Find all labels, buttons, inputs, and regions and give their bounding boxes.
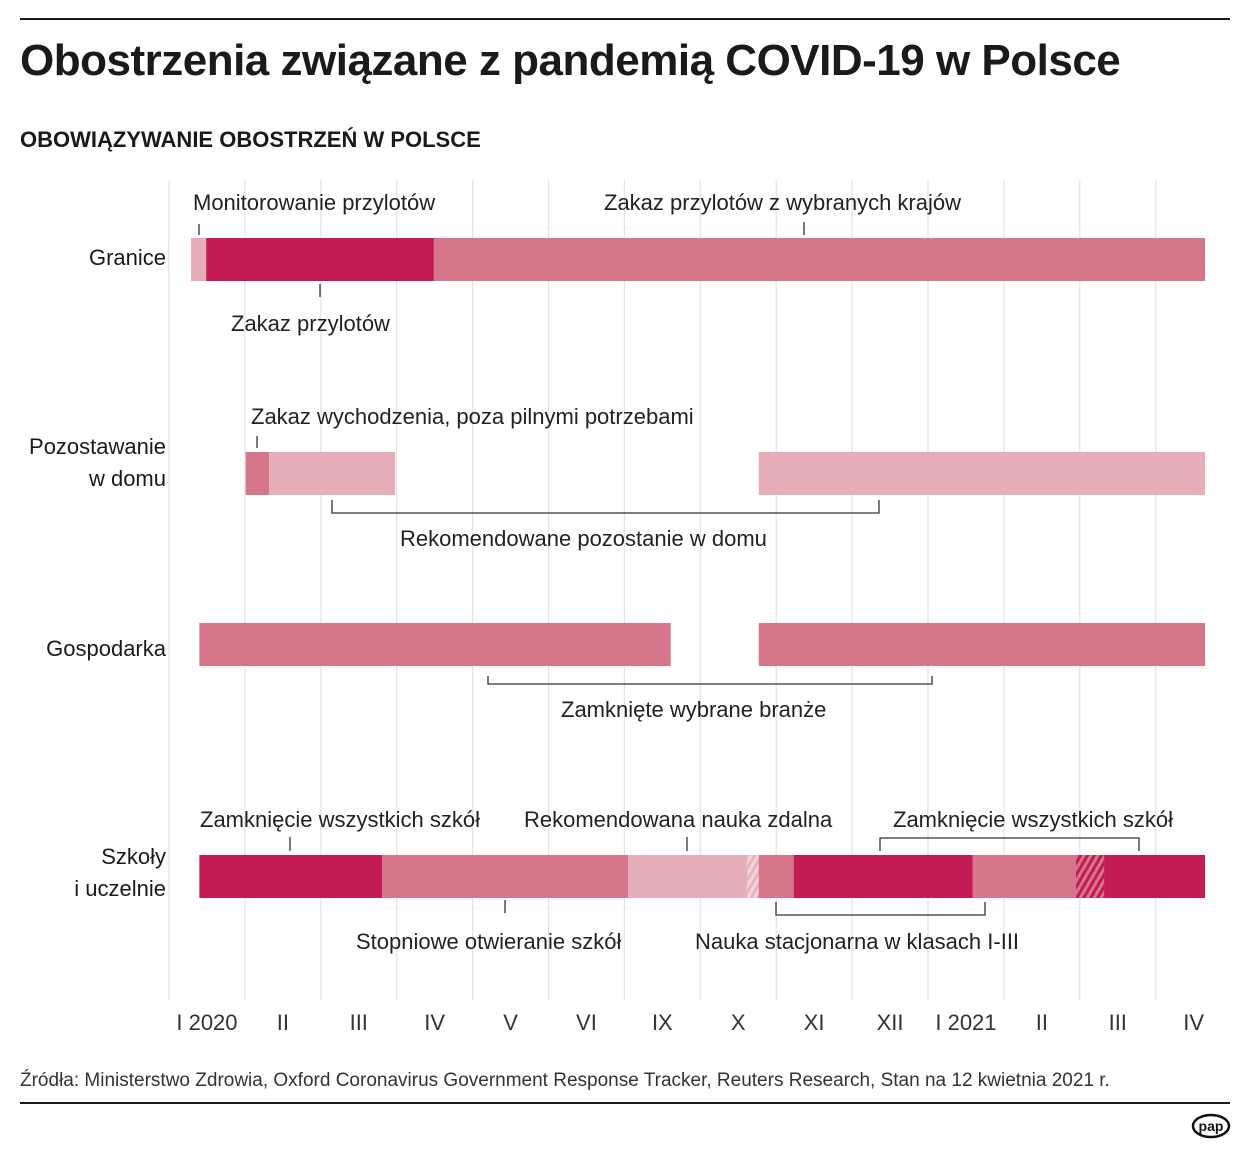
timeline-segment-strong bbox=[793, 855, 973, 898]
timeline-segment-strong bbox=[199, 855, 383, 898]
x-tick-label: III bbox=[350, 1010, 368, 1035]
x-tick-label: XI bbox=[804, 1010, 825, 1035]
x-tick-label: III bbox=[1109, 1010, 1127, 1035]
annotation-remote-rec: Rekomendowana nauka zdalna bbox=[524, 807, 833, 832]
timeline-segment-strong bbox=[206, 238, 434, 281]
annotation-stay-ban: Zakaz wychodzenia, poza pilnymi potrzeba… bbox=[251, 404, 694, 429]
timeline-segment-medium bbox=[758, 855, 794, 898]
row-label-szkoly-2: i uczelnie bbox=[74, 876, 166, 901]
annotation-selected-ban: Zakaz przylotów z wybranych krajów bbox=[604, 190, 962, 215]
timeline-segment-light bbox=[628, 855, 748, 898]
timeline-segment-strong-hatched bbox=[1076, 855, 1105, 898]
bottom-rule bbox=[20, 1102, 1230, 1104]
timeline-segment-light bbox=[191, 238, 207, 281]
x-tick-label: I 2021 bbox=[935, 1010, 996, 1035]
timeline-segment-medium bbox=[972, 855, 1077, 898]
closed-bracket bbox=[487, 676, 933, 685]
x-tick-label: I 2020 bbox=[176, 1010, 237, 1035]
annotation-monitoring: Monitorowanie przylotów bbox=[193, 190, 436, 215]
x-tick-label: XII bbox=[877, 1010, 904, 1035]
timeline-segment-medium bbox=[199, 623, 671, 666]
timeline-segment-strong bbox=[1104, 855, 1206, 898]
row-label-granice: Granice bbox=[88, 245, 166, 270]
x-tick-label: V bbox=[503, 1010, 518, 1035]
x-tick-label: II bbox=[1036, 1010, 1048, 1035]
stationary-bracket bbox=[775, 902, 986, 916]
top-rule bbox=[20, 18, 1230, 20]
chart-subtitle: OBOWIĄZYWANIE OBOSTRZEŃ W POLSCE bbox=[20, 127, 481, 152]
svg-text:pap: pap bbox=[1199, 1118, 1224, 1134]
timeline-segment-light bbox=[269, 452, 396, 495]
row-label-gospodarka: Gospodarka bbox=[46, 636, 166, 661]
timeline-segment-medium bbox=[433, 238, 1206, 281]
schools-closed-2-bracket bbox=[879, 837, 1140, 851]
row-label-szkoly-1: Szkoły bbox=[101, 844, 166, 869]
stay-rec-bracket bbox=[331, 500, 880, 514]
timeline-segment-light-hatched bbox=[747, 855, 759, 898]
row-label-pozostawanie-1: Pozostawanie bbox=[29, 434, 166, 459]
annotation-stay-rec: Rekomendowane pozostanie w domu bbox=[400, 526, 767, 551]
x-tick-label: VI bbox=[576, 1010, 597, 1035]
row-label-pozostawanie-2: w domu bbox=[88, 466, 166, 491]
x-tick-label: II bbox=[277, 1010, 289, 1035]
annotation-gradual: Stopniowe otwieranie szkół bbox=[356, 929, 622, 954]
x-tick-label: X bbox=[731, 1010, 746, 1035]
annotation-closed: Zamknięte wybrane branże bbox=[561, 697, 827, 722]
timeline-segment-medium bbox=[245, 452, 270, 495]
timeline-chart: I 2020 II III IV V VI IX X XI XII I 2021 II III IV bbox=[168, 180, 1206, 1035]
x-tick-label: IV bbox=[424, 1010, 445, 1035]
x-tick-label: IV bbox=[1183, 1010, 1204, 1035]
source-note: Źródła: Ministerstwo Zdrowia, Oxford Cor… bbox=[20, 1070, 1110, 1091]
annotation-stationary: Nauka stacjonarna w klasach I-III bbox=[695, 929, 1020, 954]
x-tick-label: IX bbox=[652, 1010, 673, 1035]
pap-logo: pap bbox=[1191, 1113, 1231, 1139]
timeline-segment-medium bbox=[758, 623, 1206, 666]
timeline-segment-light bbox=[758, 452, 1206, 495]
annotation-flight-ban: Zakaz przylotów bbox=[231, 311, 390, 336]
timeline-segment-medium bbox=[382, 855, 629, 898]
annotation-schools-closed-1: Zamknięcie wszystkich szkół bbox=[200, 807, 480, 832]
annotation-schools-closed-2: Zamknięcie wszystkich szkół bbox=[893, 807, 1173, 832]
page-title: Obostrzenia związane z pandemią COVID-19… bbox=[20, 36, 1121, 85]
